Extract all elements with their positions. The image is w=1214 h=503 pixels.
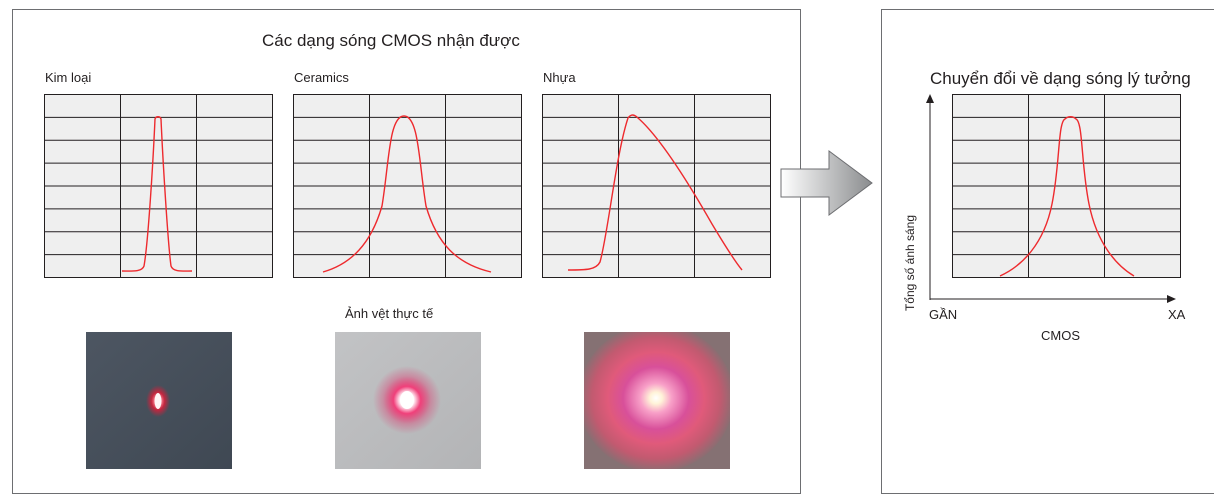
graph-grid bbox=[542, 94, 771, 278]
graph-grid bbox=[293, 94, 522, 278]
right-arrow-icon bbox=[780, 150, 873, 216]
graph-grid bbox=[952, 94, 1181, 278]
metal-waveform-curve bbox=[121, 116, 193, 272]
ceramics-spot-photo bbox=[335, 332, 481, 469]
left-panel-title: Các dạng sóng CMOS nhận được bbox=[262, 31, 520, 50]
plastic-waveform-curve bbox=[567, 114, 743, 271]
photos-title: Ảnh vệt thực tế bbox=[345, 306, 434, 321]
y-axis bbox=[926, 94, 934, 300]
plastic-spot-photo bbox=[584, 332, 730, 469]
ceramics-graph-label: Ceramics bbox=[294, 70, 349, 85]
x-axis-near-label: GẦN bbox=[929, 307, 958, 322]
x-axis-far-label: XA bbox=[1168, 307, 1186, 322]
ideal-waveform-graph bbox=[926, 94, 1181, 303]
x-axis-arrow-icon bbox=[1167, 295, 1176, 303]
plastic-waveform-graph bbox=[542, 94, 771, 278]
ceramics-waveform-curve bbox=[322, 115, 492, 273]
right-panel-title: Chuyển đổi về dạng sóng lý tưởng bbox=[930, 69, 1191, 88]
ceramics-waveform-graph bbox=[293, 94, 522, 278]
y-axis-label: Tổng số ánh sáng bbox=[903, 214, 917, 312]
plastic-graph-label: Nhựa bbox=[543, 70, 576, 85]
graph-grid bbox=[44, 94, 273, 278]
ideal-graph-grid bbox=[952, 94, 1181, 278]
metal-spot-photo bbox=[86, 332, 232, 469]
metal-waveform-graph bbox=[44, 94, 273, 278]
x-axis-label: CMOS bbox=[1041, 328, 1080, 343]
metal-graph-label: Kim loại bbox=[45, 70, 92, 85]
ideal-waveform-curve bbox=[999, 116, 1135, 277]
y-axis-arrow-icon bbox=[926, 94, 934, 103]
x-axis bbox=[930, 295, 1176, 303]
